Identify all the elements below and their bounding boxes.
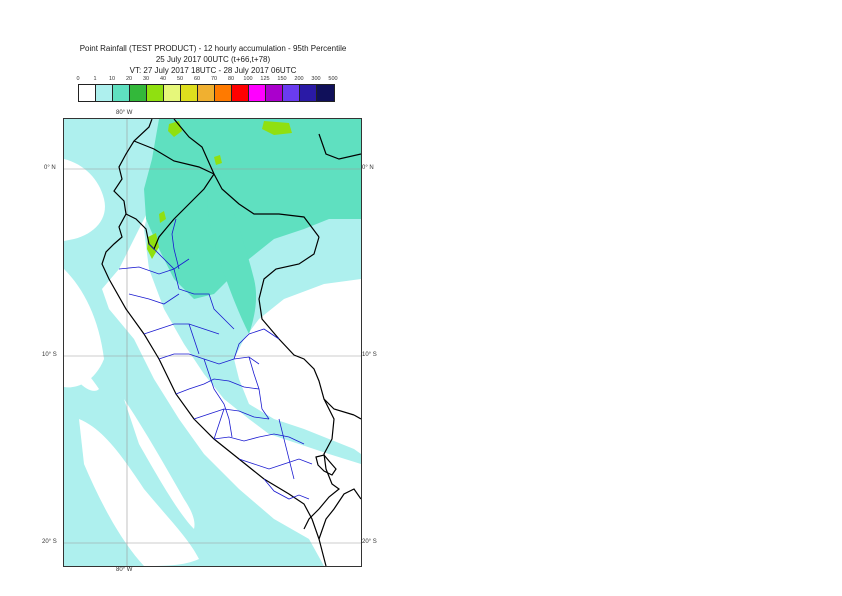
legend-swatch (130, 85, 147, 101)
title-block: Point Rainfall (TEST PRODUCT) - 12 hourl… (0, 43, 426, 76)
region-border-2 (148, 243, 235, 330)
region-borders (118, 218, 313, 500)
region-border-17 (213, 408, 225, 440)
title-base-time: 25 July 2017 00UTC (t+66,t+78) (155, 55, 271, 64)
legend-tick-label: 10 (108, 76, 116, 82)
border-bolivia-brazil (353, 414, 361, 420)
map-frame (63, 118, 362, 567)
legend-swatch (147, 85, 164, 101)
region-border-14 (278, 418, 295, 480)
lat-20-right-label: 20° S (362, 539, 377, 545)
legend-swatch (317, 85, 334, 101)
lat-0-right-label: 0° N (362, 165, 374, 171)
title-main: Point Rainfall (TEST PRODUCT) - 12 hourl… (79, 44, 347, 53)
legend-tick-label: 30 (142, 76, 150, 82)
region-border-15 (233, 328, 280, 360)
land-rain-heavy-3 (147, 233, 159, 259)
legend-swatch (300, 85, 317, 101)
legend-swatch (266, 85, 283, 101)
legend-tick-label: 80 (227, 76, 235, 82)
region-border-3 (171, 218, 180, 270)
ocean-dry-stripe-2 (69, 354, 99, 391)
legend-tick-label: 40 (159, 76, 167, 82)
region-border-4 (128, 293, 180, 305)
legend-bar (78, 84, 335, 102)
ocean-dry-patch-central (64, 269, 104, 388)
legend-swatch (215, 85, 232, 101)
region-border-11 (263, 478, 310, 500)
legend-swatch (283, 85, 300, 101)
region-border-9 (213, 433, 305, 445)
land-rain-field (144, 119, 361, 464)
lat-20-left-label: 20° S (42, 539, 57, 545)
lake-titicaca (315, 454, 337, 476)
legend-tick-label: 0 (76, 76, 80, 82)
ocean-dry-patch-south (79, 419, 199, 566)
legend-tick-label: 300 (311, 76, 321, 82)
coastline-west (101, 119, 327, 566)
lat-10-left-label: 10° S (42, 352, 57, 358)
legend-swatch (198, 85, 215, 101)
legend-tick-label: 1 (93, 76, 97, 82)
border-colombia-brazil (173, 119, 320, 238)
legend-tick-label: 60 (193, 76, 201, 82)
land-rain-heavy-4 (159, 211, 166, 223)
region-border-6 (158, 353, 260, 365)
legend-tick-label: 125 (260, 76, 270, 82)
region-border-7 (175, 378, 260, 395)
ocean-rain-light (64, 119, 324, 566)
region-border-16 (188, 323, 200, 355)
legend-tick-label: 100 (243, 76, 253, 82)
ocean-rain-field (64, 119, 324, 566)
border-peru-bolivia (303, 398, 340, 530)
map-svg (64, 119, 361, 566)
legend-tick-label: 200 (294, 76, 304, 82)
lat-10-right-label: 10° S (362, 352, 377, 358)
region-border-8 (193, 408, 270, 420)
land-rain-heavy-5 (214, 155, 222, 165)
legend-tick-label: 70 (210, 76, 218, 82)
legend-swatch (181, 85, 198, 101)
border-chile-bolivia (318, 488, 361, 540)
region-border-10 (238, 458, 313, 470)
region-border-5 (143, 323, 220, 335)
legend-tick-label: 50 (176, 76, 184, 82)
land-rain-heavy-2 (262, 121, 292, 135)
color-legend: 0 1 10 20 30 40 50 60 70 80 100 125 150 200 300 500 (71, 76, 351, 102)
legend-swatch (79, 85, 96, 101)
legend-swatch (96, 85, 113, 101)
graticule (64, 119, 361, 566)
legend-swatch (113, 85, 130, 101)
top-longitude-label: 80° W (116, 110, 133, 116)
legend-tick-label: 150 (277, 76, 287, 82)
region-border-13 (248, 356, 270, 420)
border-ecuador-colombia (133, 140, 215, 175)
title-valid-time: VT: 27 July 2017 18UTC - 28 July 2017 06… (129, 66, 297, 75)
region-border-1 (118, 258, 190, 275)
bottom-longitude-label: 80° W (116, 567, 133, 573)
ocean-dry-patch-north (64, 159, 105, 241)
lat-0-left-label: 0° N (44, 165, 56, 171)
land-rain-moderate-band (207, 159, 257, 334)
border-ecuador-peru (125, 173, 215, 251)
region-border-12 (203, 358, 233, 438)
legend-swatch (249, 85, 266, 101)
legend-swatch (164, 85, 181, 101)
border-venezuela-brazil (318, 133, 361, 160)
legend-swatch (232, 85, 249, 101)
land-rain-moderate (144, 119, 361, 299)
legend-tick-label: 20 (125, 76, 133, 82)
country-borders (101, 119, 361, 566)
ocean-dry-stripe-1 (124, 399, 195, 529)
legend-tick-label: 500 (328, 76, 338, 82)
